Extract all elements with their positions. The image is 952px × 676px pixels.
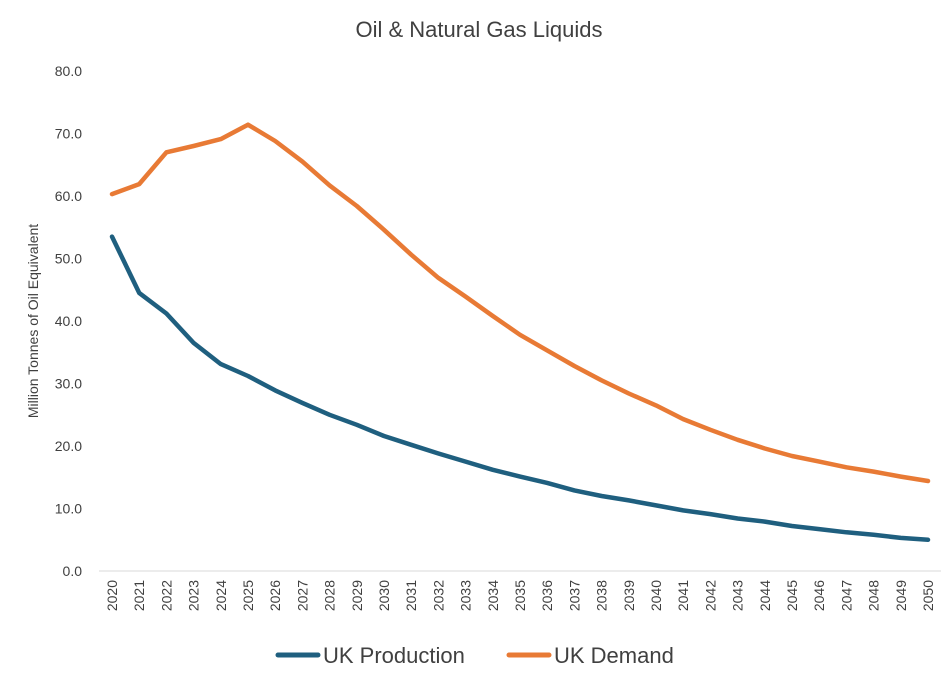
y-tick-label: 40.0	[55, 313, 82, 329]
x-tick-label: 2034	[485, 580, 501, 611]
x-tick-label: 2043	[730, 580, 746, 611]
chart-title: Oil & Natural Gas Liquids	[356, 17, 603, 42]
y-tick-label: 80.0	[55, 63, 82, 79]
x-tick-label: 2048	[866, 580, 882, 611]
legend-label: UK Production	[323, 643, 465, 668]
y-tick-label: 10.0	[55, 501, 82, 517]
x-tick-label: 2025	[240, 580, 256, 611]
y-tick-label: 20.0	[55, 438, 82, 454]
y-tick-labels: 0.0 10.0 20.0 30.0 40.0 50.0 60.0 70.0 80.0	[55, 63, 82, 579]
series-line-uk-demand	[109, 122, 931, 484]
x-tick-label: 2030	[376, 580, 392, 611]
x-tick-label: 2036	[539, 580, 555, 611]
x-tick-label: 2033	[458, 580, 474, 611]
y-tick-label: 30.0	[55, 376, 82, 392]
x-tick-label: 2037	[566, 580, 582, 611]
x-tick-label: 2020	[104, 580, 120, 611]
y-tick-label: 60.0	[55, 188, 82, 204]
x-tick-label: 2035	[512, 580, 528, 611]
x-tick-label: 2050	[920, 580, 936, 611]
y-tick-label: 0.0	[63, 563, 83, 579]
x-tick-labels: 2020 2021 2022 2023 2024 2025 2026 2027 2028 2029…	[104, 580, 936, 611]
x-tick-label: 2046	[811, 580, 827, 611]
x-tick-label: 2044	[757, 580, 773, 611]
x-tick-label: 2041	[675, 580, 691, 611]
x-tick-label: 2045	[784, 580, 800, 611]
x-tick-label: 2031	[403, 580, 419, 611]
x-tick-label: 2021	[131, 580, 147, 611]
x-tick-label: 2023	[186, 580, 202, 611]
series-lines	[109, 122, 931, 543]
x-tick-label: 2039	[621, 580, 637, 611]
x-tick-label: 2038	[594, 580, 610, 611]
x-tick-label: 2026	[267, 580, 283, 611]
x-tick-label: 2042	[702, 580, 718, 611]
x-tick-label: 2027	[294, 580, 310, 611]
x-tick-label: 2024	[213, 580, 229, 611]
x-tick-label: 2049	[893, 580, 909, 611]
y-tick-label: 70.0	[55, 126, 82, 142]
x-tick-label: 2028	[322, 580, 338, 611]
x-tick-label: 2029	[349, 580, 365, 611]
x-tick-label: 2032	[430, 580, 446, 611]
y-axis-label: Million Tonnes of Oil Equivalent	[25, 224, 41, 418]
x-tick-label: 2022	[158, 580, 174, 611]
legend: UK Production UK Demand	[275, 643, 674, 668]
legend-label: UK Demand	[554, 643, 674, 668]
x-tick-label: 2047	[838, 580, 854, 611]
series-line-uk-production	[109, 234, 931, 543]
y-tick-label: 50.0	[55, 251, 82, 267]
x-tick-label: 2040	[648, 580, 664, 611]
